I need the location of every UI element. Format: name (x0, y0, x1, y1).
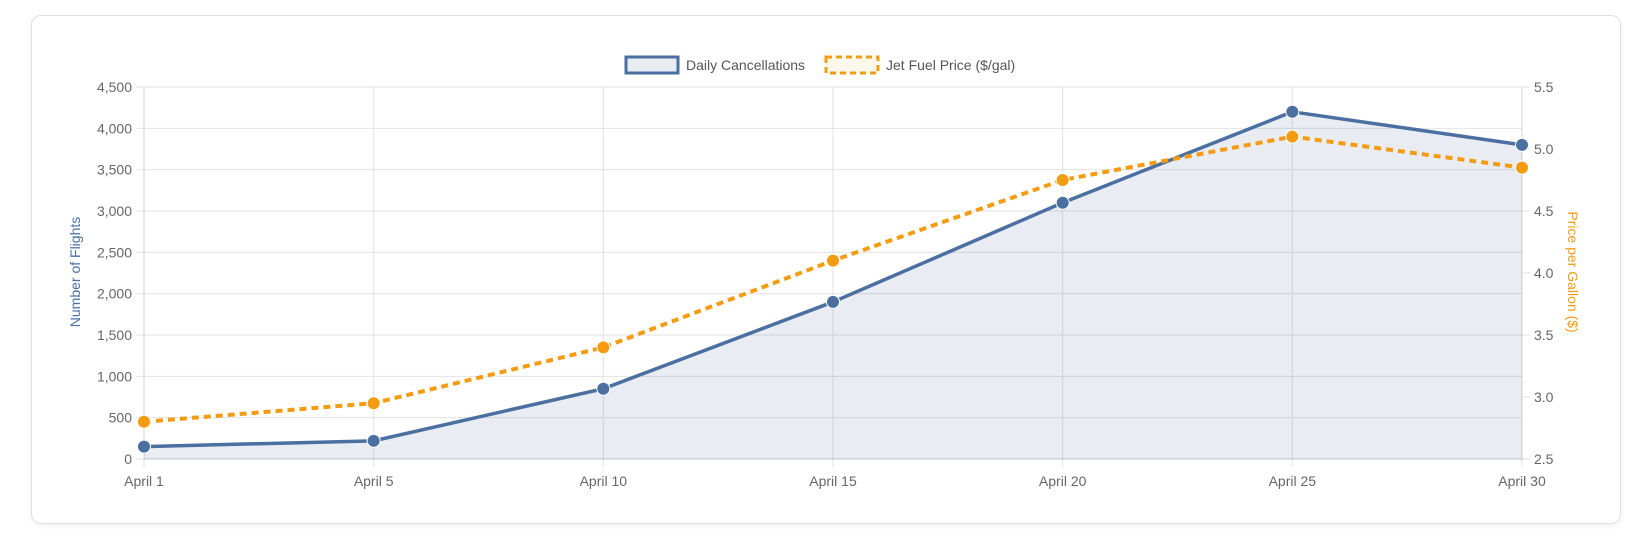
cancellations-point[interactable] (137, 439, 151, 454)
x-tick-label: April 25 (1269, 473, 1317, 489)
legend-item-fuel[interactable]: Jet Fuel Price ($/gal) (824, 55, 1015, 75)
y-tick-label: 4,000 (97, 120, 132, 136)
x-tick-label: April 10 (580, 473, 628, 489)
chart-card (31, 15, 1621, 524)
cancellations-point[interactable] (1055, 195, 1070, 210)
y-axis-title: Number of Flights (67, 217, 83, 327)
fuel-price-point[interactable] (596, 340, 611, 355)
legend-item-cancellations[interactable]: Daily Cancellations (624, 55, 805, 75)
cancellations-area-fill (144, 111, 1522, 460)
x-tick-label: April 1 (124, 473, 164, 489)
y2-tick-label: 5.0 (1534, 141, 1554, 157)
cancellations-area (144, 111, 1522, 460)
chart-legend[interactable]: Daily Cancellations Jet Fuel Price ($/ga… (624, 55, 1015, 75)
y-tick-label: 2,500 (97, 244, 132, 260)
cancellations-point[interactable] (1515, 137, 1529, 152)
fuel-price-point[interactable] (826, 253, 840, 268)
y2-tick-label: 3.5 (1534, 327, 1554, 343)
legend-label-fuel: Jet Fuel Price ($/gal) (886, 57, 1015, 73)
legend-swatch-fuel (824, 55, 880, 75)
fuel-price-point[interactable] (137, 414, 151, 429)
y-tick-label: 2,000 (97, 286, 132, 302)
cancellations-point[interactable] (1285, 104, 1300, 119)
y-tick-label: 3,500 (97, 162, 132, 178)
y2-tick-label: 4.5 (1534, 203, 1554, 219)
y2-tick-label: 4.0 (1534, 265, 1554, 281)
y-tick-label: 0 (124, 451, 132, 467)
y2-tick-label: 2.5 (1534, 451, 1554, 467)
y2-tick-label: 3.0 (1534, 389, 1554, 405)
series-points (137, 104, 1529, 454)
cancellations-point[interactable] (826, 294, 840, 309)
cancellations-point[interactable] (366, 433, 381, 448)
y-tick-label: 500 (109, 410, 133, 426)
grid-lines (136, 86, 1530, 467)
legend-label-cancellations: Daily Cancellations (686, 57, 805, 73)
fuel-price-point[interactable] (1055, 173, 1070, 187)
y-tick-label: 1,000 (97, 368, 132, 384)
x-tick-label: April 20 (1039, 473, 1087, 489)
legend-swatch-cancellations (624, 55, 680, 75)
x-tick-label: April 5 (354, 473, 394, 489)
cancellations-point[interactable] (596, 381, 611, 396)
y2-axis-title: Price per Gallon ($) (1565, 211, 1581, 332)
x-tick-label: April 30 (1498, 473, 1546, 489)
x-tick-label: April 15 (809, 473, 857, 489)
fuel-price-point[interactable] (1515, 160, 1529, 175)
y-tick-label: 4,500 (97, 79, 132, 95)
axis-ticks: 0 500 1,000 1,500 2,000 2,500 3,000 3,500 4,000 4… (97, 79, 1554, 489)
y-tick-label: 3,000 (97, 203, 132, 219)
fuel-price-point[interactable] (366, 396, 381, 411)
y-tick-label: 1,500 (97, 327, 132, 343)
y2-tick-label: 5.5 (1534, 79, 1554, 95)
fuel-price-point[interactable] (1285, 129, 1300, 144)
